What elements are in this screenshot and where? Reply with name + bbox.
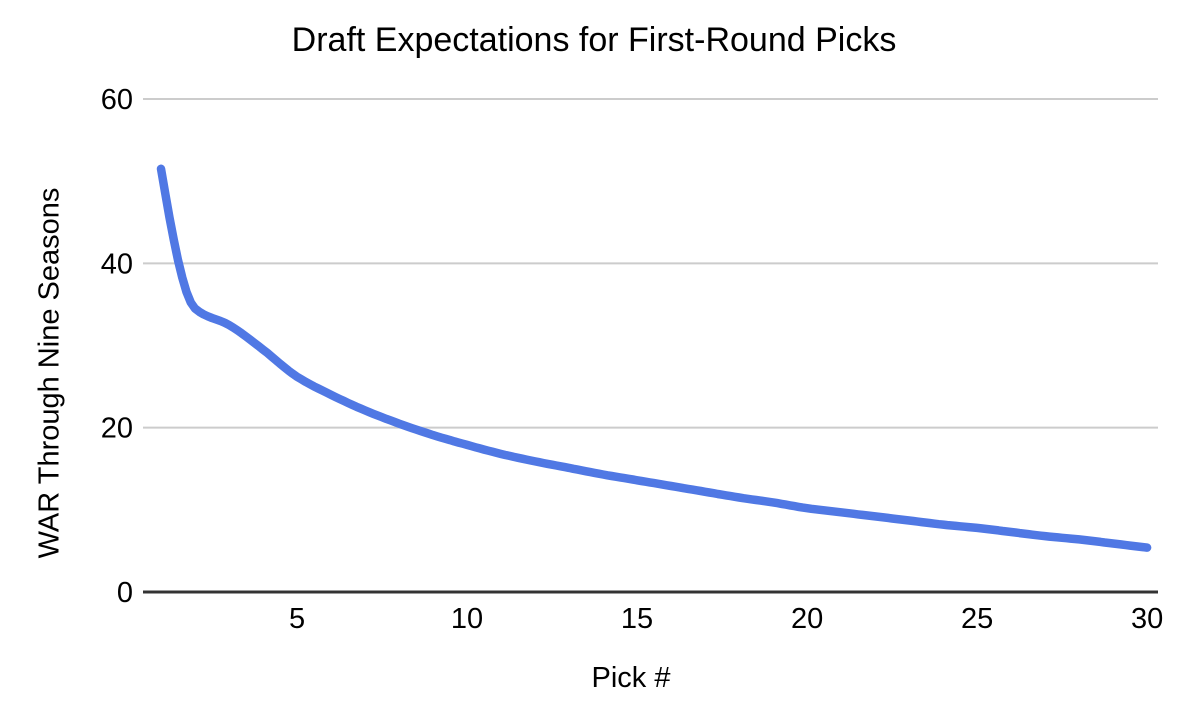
x-tick-label: 30 bbox=[1131, 603, 1163, 635]
war-curve bbox=[156, 164, 1152, 552]
x-tick-label: 20 bbox=[791, 603, 823, 635]
x-tick-label: 15 bbox=[621, 603, 653, 635]
y-tick-label: 20 bbox=[101, 413, 133, 445]
chart-title: Draft Expectations for First-Round Picks bbox=[291, 21, 897, 59]
x-tick-label: 5 bbox=[289, 603, 305, 635]
x-tick-label: 10 bbox=[451, 603, 483, 635]
y-tick-label: 60 bbox=[101, 84, 133, 116]
x-tick-label: 25 bbox=[961, 603, 993, 635]
y-tick-label: 0 bbox=[117, 577, 133, 609]
y-tick-label: 40 bbox=[101, 248, 133, 280]
x-axis-title: Pick # bbox=[591, 662, 671, 694]
